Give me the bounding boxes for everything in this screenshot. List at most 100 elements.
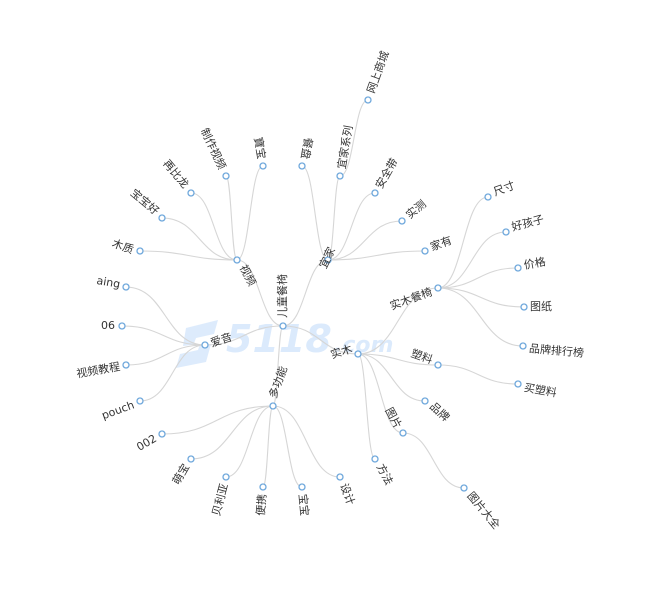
grandchild-node-1-1-0-label: 网上商城 (363, 49, 391, 95)
child-node-2-1[interactable]: 塑料 (409, 346, 442, 369)
child-node-0-2-dot[interactable] (187, 189, 195, 197)
child-node-4-3[interactable]: pouch (100, 397, 144, 422)
child-node-4-3-dot[interactable] (136, 397, 144, 405)
child-node-1-1[interactable]: 宜家系列 (334, 124, 356, 180)
grandchild-node-2-1-0[interactable]: 买塑料 (514, 380, 558, 400)
child-node-0-2[interactable]: 再比龙 (160, 157, 195, 197)
child-node-2-2[interactable]: 品牌 (421, 397, 453, 424)
child-node-4-0-dot[interactable] (122, 283, 130, 291)
child-node-1-2[interactable]: 安全带 (371, 155, 401, 197)
child-node-1-3-dot[interactable] (398, 217, 406, 225)
grandchild-node-2-0-3-dot[interactable] (520, 303, 528, 311)
child-node-4-1[interactable]: 06 (101, 319, 126, 332)
root-node[interactable]: 儿童餐椅 (275, 274, 289, 330)
grandchild-node-2-0-4[interactable]: 品牌排行榜 (519, 341, 584, 360)
child-node-4-2-dot[interactable] (122, 361, 130, 369)
edge-branch-0-child-0 (139, 250, 238, 261)
child-node-3-0-dot[interactable] (158, 430, 166, 438)
grandchild-node-2-0-4-dot[interactable] (519, 342, 527, 350)
child-node-1-2-dot[interactable] (371, 189, 379, 197)
child-node-3-4[interactable]: 宝宝 (296, 483, 312, 516)
child-node-1-0[interactable]: 餐盘 (298, 136, 316, 170)
child-node-1-4-dot[interactable] (421, 247, 429, 255)
child-node-3-1[interactable]: 萌宝 (169, 455, 195, 487)
child-node-1-1-dot[interactable] (336, 172, 344, 180)
child-node-3-1-dot[interactable] (187, 455, 195, 463)
child-node-3-4-dot[interactable] (298, 483, 306, 491)
edge-child-2-0-grand-2 (437, 267, 519, 289)
child-node-4-2[interactable]: 视频教程 (75, 359, 130, 381)
child-node-3-0[interactable]: 002 (134, 430, 166, 454)
child-node-2-3-dot[interactable] (399, 429, 407, 437)
child-node-2-2-dot[interactable] (421, 397, 429, 405)
edge-branch-1-child-0 (301, 165, 329, 261)
branch-node-0-dot[interactable] (233, 256, 241, 264)
child-node-0-0[interactable]: 木质 (110, 237, 144, 257)
child-node-3-5-dot[interactable] (336, 473, 344, 481)
grandchild-node-2-0-0[interactable]: 尺寸 (484, 178, 517, 201)
child-node-3-4-label: 宝宝 (296, 493, 312, 516)
grandchild-node-2-0-3[interactable]: 图纸 (520, 300, 552, 313)
child-node-4-1-dot[interactable] (118, 322, 126, 330)
branch-node-1[interactable]: 宜家 (316, 245, 338, 271)
child-node-3-0-label: 002 (134, 432, 159, 454)
edge-branch-4-child-0 (125, 286, 206, 346)
branch-node-0[interactable]: 视频 (233, 256, 260, 288)
grandchild-node-2-0-2[interactable]: 价格 (514, 254, 547, 272)
branch-node-4[interactable]: 爱音 (201, 330, 234, 350)
branch-node-2[interactable]: 实木 (329, 341, 362, 362)
grandchild-node-2-0-0-dot[interactable] (484, 193, 492, 201)
edge-branch-3-child-1 (190, 405, 274, 460)
child-node-0-1-dot[interactable] (158, 214, 166, 222)
grandchild-node-2-3-0[interactable]: 图片大全 (460, 484, 503, 532)
edge-branch-0-child-1 (161, 217, 238, 261)
edge-child-2-0-grand-0 (437, 196, 489, 289)
edge-root-branch-0 (236, 259, 284, 327)
child-node-2-1-dot[interactable] (434, 361, 442, 369)
child-node-3-3-dot[interactable] (259, 483, 267, 491)
grandchild-node-2-1-0-dot[interactable] (514, 380, 522, 388)
child-node-2-0-dot[interactable] (434, 284, 442, 292)
child-node-0-0-dot[interactable] (136, 247, 144, 255)
child-node-1-3-label: 实测 (403, 197, 429, 222)
child-node-3-2-label: 贝利亚 (210, 482, 231, 517)
edge-branch-2-child-2 (357, 353, 426, 402)
child-node-2-4[interactable]: 方法 (371, 455, 396, 487)
root-node-dot[interactable] (279, 322, 287, 330)
child-node-4-0-label: aing (96, 274, 122, 291)
branch-node-3-dot[interactable] (269, 402, 277, 410)
branch-node-0-label: 视频 (237, 262, 260, 288)
grandchild-node-1-1-0-dot[interactable] (364, 96, 372, 104)
branch-node-4-dot[interactable] (201, 341, 209, 349)
grandchild-node-2-0-1[interactable]: 好孩子 (502, 212, 545, 236)
branch-node-1-dot[interactable] (324, 256, 332, 264)
child-node-2-3[interactable]: 图片 (382, 405, 407, 437)
child-node-2-3-label: 图片 (382, 405, 404, 431)
grandchild-node-2-3-0-dot[interactable] (460, 484, 468, 492)
child-node-0-3-dot[interactable] (222, 172, 230, 180)
grandchild-node-2-0-2-dot[interactable] (514, 264, 522, 272)
child-node-1-3[interactable]: 实测 (398, 197, 429, 225)
edges-layer (121, 99, 525, 489)
branch-node-2-dot[interactable] (354, 350, 362, 358)
child-node-0-1[interactable]: 宝宝好 (128, 186, 166, 222)
child-node-0-1-label: 宝宝好 (128, 186, 162, 218)
edge-child-1-1-grand-0 (339, 99, 369, 177)
child-node-2-4-dot[interactable] (371, 455, 379, 463)
child-node-1-0-dot[interactable] (298, 162, 306, 170)
child-node-0-4[interactable]: 寶宝 (251, 136, 269, 170)
child-node-4-2-label: 视频教程 (75, 359, 121, 380)
child-node-0-4-dot[interactable] (259, 162, 267, 170)
child-node-3-2[interactable]: 贝利亚 (210, 473, 231, 517)
child-node-3-3[interactable]: 便携 (253, 483, 269, 516)
edge-branch-3-child-5 (272, 405, 341, 478)
edge-branch-4-child-3 (139, 344, 206, 402)
grandchild-node-2-0-1-dot[interactable] (502, 228, 510, 236)
child-node-1-4[interactable]: 家有 (421, 233, 454, 255)
grandchild-node-1-1-0[interactable]: 网上商城 (363, 49, 392, 104)
child-node-0-3[interactable]: 制作视频 (198, 126, 230, 180)
child-node-4-0[interactable]: aing (96, 274, 130, 291)
child-node-3-2-dot[interactable] (222, 473, 230, 481)
child-node-3-5[interactable]: 设计 (336, 473, 357, 507)
branch-node-3[interactable]: 多功能 (265, 364, 290, 410)
